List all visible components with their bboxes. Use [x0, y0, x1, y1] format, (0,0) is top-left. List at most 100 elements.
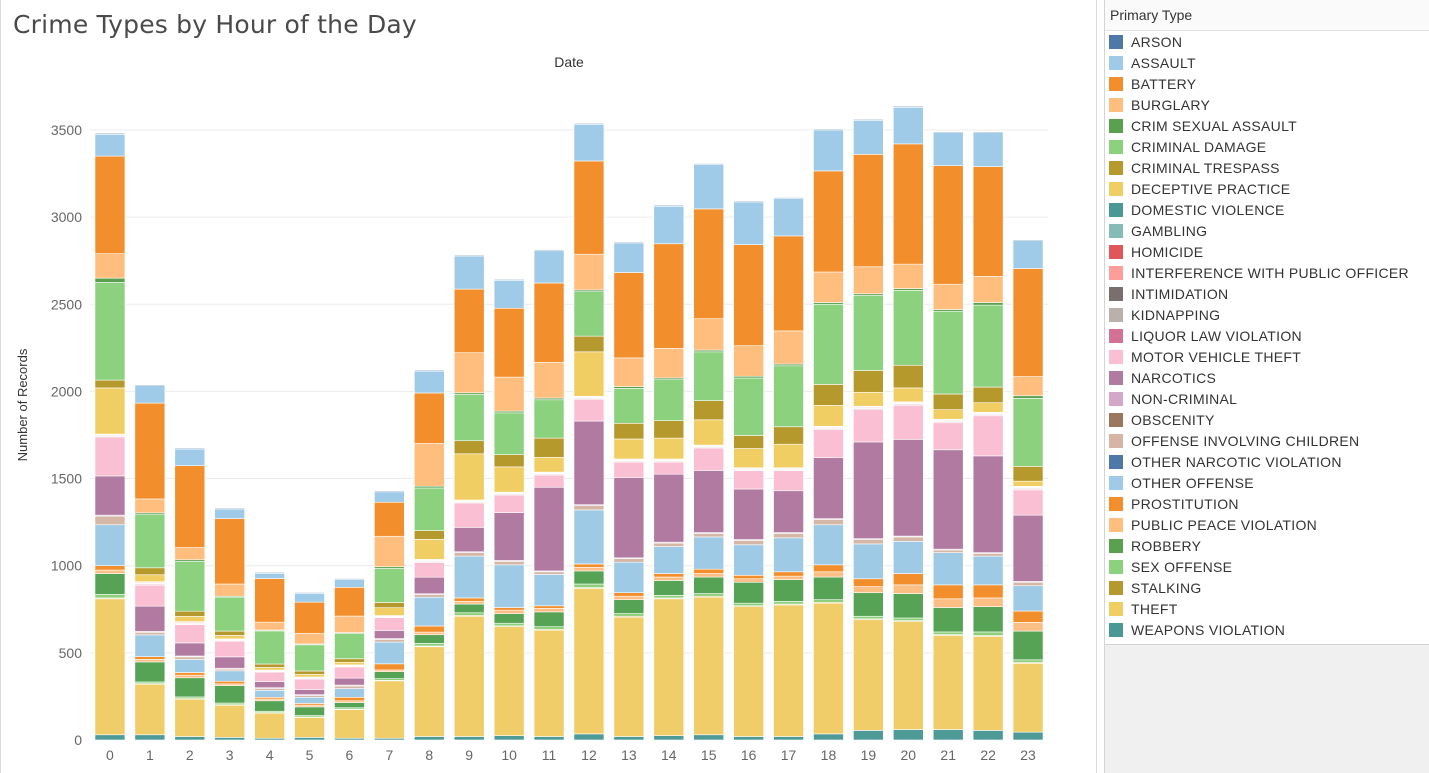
bar-segment[interactable] [972, 166, 1004, 277]
bar-segment[interactable] [334, 685, 365, 689]
bar-segment[interactable] [932, 598, 964, 608]
bar-segment[interactable] [134, 734, 166, 741]
bar-segment[interactable] [653, 461, 685, 475]
bar-stack[interactable] [374, 490, 405, 741]
bar-segment[interactable] [853, 441, 884, 539]
bar-segment[interactable] [94, 282, 126, 381]
bar-segment[interactable] [374, 671, 405, 679]
bar-segment[interactable] [1012, 239, 1044, 241]
bar-segment[interactable] [932, 449, 964, 550]
bar-segment[interactable] [174, 736, 206, 741]
bar-segment[interactable] [892, 290, 924, 366]
bar-segment[interactable] [733, 244, 764, 347]
bar-stack[interactable] [733, 200, 764, 741]
bar-segment[interactable] [932, 409, 964, 420]
bar-segment[interactable] [453, 612, 485, 616]
bar-segment[interactable] [1012, 466, 1044, 482]
bar-stack[interactable] [134, 384, 166, 741]
bar-segment[interactable] [493, 280, 525, 309]
bar-segment[interactable] [773, 537, 804, 573]
bar-segment[interactable] [892, 621, 924, 730]
bar-segment[interactable] [1012, 489, 1044, 516]
bar-segment[interactable] [254, 630, 285, 665]
bar-segment[interactable] [773, 330, 804, 365]
bar-segment[interactable] [174, 610, 206, 617]
bar-segment[interactable] [214, 596, 246, 632]
bar-segment[interactable] [813, 564, 844, 573]
bar-segment[interactable] [573, 124, 605, 162]
bar-segment[interactable] [94, 437, 126, 477]
bar-segment[interactable] [613, 438, 645, 460]
bar-segment[interactable] [972, 402, 1004, 413]
bar-segment[interactable] [533, 486, 565, 572]
bar-segment[interactable] [892, 536, 924, 542]
bar-segment[interactable] [693, 208, 725, 320]
bar-segment[interactable] [294, 601, 325, 634]
legend-item[interactable]: MOTOR VEHICLE THEFT [1105, 346, 1429, 367]
bar-segment[interactable] [294, 678, 325, 690]
bar-segment[interactable] [853, 370, 884, 393]
bar-segment[interactable] [1012, 731, 1044, 741]
bar-segment[interactable] [613, 736, 645, 741]
legend-item[interactable]: PROSTITUTION [1105, 493, 1429, 514]
bar-segment[interactable] [94, 253, 126, 279]
bar-segment[interactable] [853, 543, 884, 580]
legend-item[interactable]: CRIMINAL DAMAGE [1105, 136, 1429, 157]
bar-segment[interactable] [374, 491, 405, 503]
bar-segment[interactable] [773, 490, 804, 533]
bar-segment[interactable] [932, 584, 964, 600]
bar-segment[interactable] [533, 571, 565, 575]
bar-segment[interactable] [733, 377, 764, 436]
legend-item[interactable]: INTIMIDATION [1105, 283, 1429, 304]
bar-stack[interactable] [573, 123, 605, 741]
bar-segment[interactable] [813, 599, 844, 603]
bar-segment[interactable] [892, 439, 924, 537]
bar-segment[interactable] [972, 386, 1004, 404]
bar-segment[interactable] [134, 514, 166, 569]
bar-segment[interactable] [693, 593, 725, 597]
legend-item[interactable]: LIQUOR LAW VIOLATION [1105, 325, 1429, 346]
bar-segment[interactable] [174, 674, 206, 679]
bar-segment[interactable] [493, 735, 525, 741]
bar-segment[interactable] [134, 631, 166, 636]
bar-segment[interactable] [813, 457, 844, 519]
bar-segment[interactable] [813, 576, 844, 600]
bar-segment[interactable] [972, 584, 1004, 599]
bar-segment[interactable] [533, 250, 565, 284]
bar-segment[interactable] [214, 640, 246, 658]
bar-segment[interactable] [972, 631, 1004, 636]
bar-segment[interactable] [653, 580, 685, 596]
bar-segment[interactable] [733, 470, 764, 490]
bar-segment[interactable] [134, 384, 166, 386]
bar-segment[interactable] [972, 455, 1004, 553]
bar-segment[interactable] [94, 565, 126, 571]
bar-segment[interactable] [932, 165, 964, 285]
legend-item[interactable]: ASSAULT [1105, 52, 1429, 73]
bar-segment[interactable] [254, 667, 285, 671]
bar-segment[interactable] [892, 263, 924, 289]
bar-segment[interactable] [853, 619, 884, 731]
bar-segment[interactable] [573, 123, 605, 125]
bar-segment[interactable] [773, 198, 804, 237]
bar-segment[interactable] [453, 603, 485, 614]
legend-item[interactable]: KIDNAPPING [1105, 304, 1429, 325]
bar-segment[interactable] [972, 304, 1004, 388]
legend-item[interactable]: WEAPONS VIOLATION [1105, 619, 1429, 640]
bar-segment[interactable] [493, 376, 525, 412]
bar-segment[interactable] [972, 302, 1004, 306]
bar-segment[interactable] [174, 672, 206, 676]
bar-stack[interactable] [214, 507, 246, 741]
bar-segment[interactable] [214, 507, 246, 510]
bar-segment[interactable] [1012, 659, 1044, 663]
bar-segment[interactable] [94, 277, 126, 283]
bar-segment[interactable] [334, 702, 365, 709]
bar-segment[interactable] [453, 453, 485, 501]
legend-item[interactable]: NON-CRIMINAL [1105, 388, 1429, 409]
bar-segment[interactable] [573, 253, 605, 291]
bar-segment[interactable] [693, 568, 725, 574]
bar-segment[interactable] [413, 594, 445, 598]
bar-segment[interactable] [374, 641, 405, 665]
legend-item[interactable]: OBSCENITY [1105, 409, 1429, 430]
bar-segment[interactable] [493, 512, 525, 561]
bar-segment[interactable] [134, 584, 166, 607]
